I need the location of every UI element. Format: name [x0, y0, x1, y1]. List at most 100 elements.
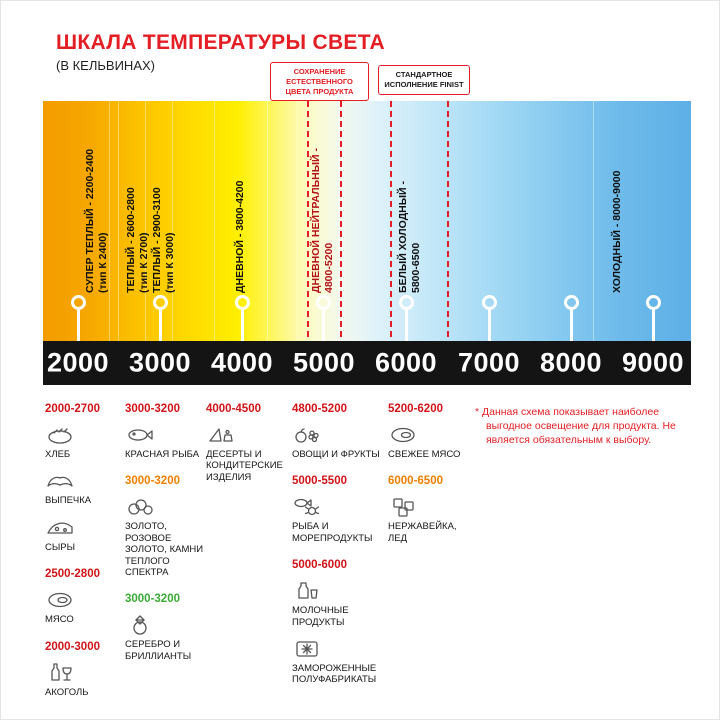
- tick-9000: 9000: [621, 347, 685, 378]
- band-label-text: ТЕПЛЫЙ - 2900-3100: [151, 187, 163, 293]
- legend-group: 4000-4500 ДЕСЕРТЫ И КОНДИТЕРСКИЕ ИЗДЕЛИЯ: [206, 403, 292, 483]
- band-label-subtext: (тип К 3000): [164, 232, 176, 293]
- legend-group: 3000-3200 СЕРЕБРО И БРИЛЛИАНТЫ: [125, 593, 205, 662]
- meat-icon: [45, 588, 121, 612]
- band-label-text: ДНЕВНОЙ - 3800-4200: [234, 180, 246, 294]
- range-heading: 6000-6500: [388, 475, 443, 488]
- band-separator: [267, 101, 268, 341]
- legend-group: 5000-5500 РЫБА И МОРЕПРОДУКТЫ: [292, 475, 384, 544]
- tick-2000: 2000: [46, 347, 110, 378]
- legend-item: СЫРЫ: [45, 516, 121, 553]
- legend-group: 6000-6500 НЕРЖАВЕЙКА, ЛЕД: [388, 475, 474, 544]
- legend-item-label: ЗОЛОТО, РОЗОВОЕ ЗОЛОТО, КАМНИ ТЕПЛОГО СП…: [125, 521, 204, 578]
- temperature-scale-chart: СУПЕР ТЕПЛЫЙ - 2200-2400 (тип К 2400) ТЕ…: [43, 101, 691, 385]
- pin-stem: [487, 309, 491, 341]
- band-separator: [214, 101, 215, 341]
- legend-item-label: СВЕЖЕЕ МЯСО: [388, 449, 461, 460]
- range-heading: 2500-2800: [45, 568, 100, 581]
- callout-preserve-color: СОХРАНЕНИЕ ЕСТЕСТВЕННОГО ЦВЕТА ПРОДУКТА: [270, 62, 369, 102]
- legend-item: МЯСО: [45, 588, 121, 625]
- pin-head: [315, 295, 331, 310]
- highlight-line-5800: [390, 101, 392, 341]
- kelvin-scale-bar: 2000 3000 4000 5000 6000 7000 8000 9000: [43, 341, 691, 385]
- legend-column-5: 5200-6200 СВЕЖЕЕ МЯСО 6000-6500 НЕРЖАВЕЙ…: [388, 403, 474, 553]
- legend-item-label: АКОГОЛЬ: [45, 686, 89, 698]
- legend-item: НЕРЖАВЕЙКА, ЛЕД: [388, 495, 474, 544]
- legend-item-label: КРАСНАЯ РЫБА: [125, 449, 200, 460]
- legend-group: 2500-2800 МЯСО: [45, 568, 121, 625]
- range-heading: 3000-3200: [125, 475, 180, 488]
- fruits-icon: [292, 423, 384, 447]
- cheese-icon: [45, 516, 121, 540]
- page-subtitle: (В КЕЛЬВИНАХ): [56, 58, 155, 73]
- legend-item: СЕРЕБРО И БРИЛЛИАНТЫ: [125, 613, 205, 662]
- band-label-neutral-daylight: ДНЕВНОЙ НЕЙТРАЛЬНЫЙ - 4800-5200: [310, 109, 336, 293]
- pin-head: [563, 295, 579, 310]
- range-heading: 2000-3000: [45, 640, 100, 653]
- legend-group: 5000-6000 МОЛОЧНЫЕ ПРОДУКТЫ ЗАМОРОЖЕННЫЕ…: [292, 559, 384, 686]
- legend-item: ХЛЕБ: [45, 423, 121, 460]
- highlight-line-6500: [447, 101, 449, 341]
- tick-7000: 7000: [457, 347, 521, 378]
- legend-item-label: ХЛЕБ: [45, 449, 71, 460]
- legend-item: РЫБА И МОРЕПРОДУКТЫ: [292, 495, 384, 544]
- legend-item-label: ДЕСЕРТЫ И КОНДИТЕРСКИЕ ИЗДЕЛИЯ: [206, 449, 283, 483]
- highlight-line-4800: [307, 101, 309, 341]
- pin-head: [645, 295, 661, 310]
- range-heading: 4800-5200: [292, 403, 347, 415]
- band-label-cold: ХОЛОДНЫЙ - 8000-9000: [611, 109, 624, 293]
- legend-item: ОВОЩИ И ФРУКТЫ: [292, 423, 384, 460]
- legend-item-label: СЕРЕБРО И БРИЛЛИАНТЫ: [125, 639, 192, 662]
- callout-standard-finist: СТАНДАРТНОЕ ИСПОЛНЕНИЕ FINIST: [378, 65, 470, 95]
- band-label-text: ХОЛОДНЫЙ - 8000-9000: [611, 170, 623, 293]
- bread-icon: [45, 423, 121, 447]
- page-title: ШКАЛА ТЕМПЕРАТУРЫ СВЕТА: [56, 31, 385, 54]
- band-label-subtext: (тип К 2700): [138, 232, 150, 293]
- legend-column-1: 2000-2700 ХЛЕБ ВЫПЕЧКА СЫРЫ 2500-2800 МЯ…: [45, 403, 121, 707]
- range-heading: 3000-3200: [125, 403, 180, 415]
- temperature-gradient: СУПЕР ТЕПЛЫЙ - 2200-2400 (тип К 2400) ТЕ…: [43, 101, 691, 341]
- legend-item: ЗОЛОТО, РОЗОВОЕ ЗОЛОТО, КАМНИ ТЕПЛОГО СП…: [125, 495, 205, 578]
- fresh-meat-icon: [388, 423, 474, 447]
- legend-item: ВЫПЕЧКА: [45, 469, 121, 506]
- range-heading: 3000-3200: [125, 593, 180, 606]
- band-separator: [172, 101, 173, 341]
- pin-head: [152, 295, 168, 310]
- legend-item-label: ОВОЩИ И ФРУКТЫ: [292, 449, 380, 460]
- band-label-warm-3000: ТЕПЛЫЙ - 2900-3100 (тип К 3000): [151, 109, 177, 293]
- tick-6000: 6000: [374, 347, 438, 378]
- band-label-daylight: ДНЕВНОЙ - 3800-4200: [234, 109, 247, 294]
- legend-item-label: ВЫПЕЧКА: [45, 495, 92, 507]
- band-label-text: БЕЛЫЙ ХОЛОДНЫЙ -: [397, 181, 409, 293]
- legend-item-label: РЫБА И МОРЕПРОДУКТЫ: [292, 521, 373, 544]
- tick-5000: 5000: [292, 347, 356, 378]
- legend-item: ДЕСЕРТЫ И КОНДИТЕРСКИЕ ИЗДЕЛИЯ: [206, 423, 292, 483]
- pin-stem: [240, 309, 244, 341]
- range-heading: 2000-2700: [45, 403, 100, 415]
- band-separator: [593, 101, 594, 341]
- alcohol-icon: [45, 661, 121, 685]
- band-label-cool-white: БЕЛЫЙ ХОЛОДНЫЙ - 5800-6500: [397, 109, 423, 293]
- legend-group: 3000-3200 ЗОЛОТО, РОЗОВОЕ ЗОЛОТО, КАМНИ …: [125, 475, 205, 578]
- legend-column-3: 4000-4500 ДЕСЕРТЫ И КОНДИТЕРСКИЕ ИЗДЕЛИЯ: [206, 403, 292, 492]
- legend-item: КРАСНАЯ РЫБА: [125, 423, 205, 460]
- frozen-icon: [292, 637, 384, 661]
- band-label-warm-2700: ТЕПЛЫЙ - 2600-2800 (тип К 2700): [125, 109, 151, 293]
- pin-stem: [404, 309, 408, 341]
- legend-item-label: НЕРЖАВЕЙКА, ЛЕД: [388, 521, 457, 544]
- range-heading: 5000-5500: [292, 475, 347, 488]
- seafood-icon: [292, 495, 384, 519]
- band-label-text: ДНЕВНОЙ НЕЙТРАЛЬНЫЙ -: [310, 148, 322, 293]
- fish-icon: [125, 423, 205, 447]
- pin-stem: [158, 309, 162, 341]
- legend-column-4: 4800-5200 ОВОЩИ И ФРУКТЫ 5000-5500 РЫБА …: [292, 403, 384, 695]
- pin-stem: [569, 309, 573, 341]
- legend-item: СВЕЖЕЕ МЯСО: [388, 423, 474, 460]
- legend-group: 2000-3000 АКОГОЛЬ: [45, 641, 121, 698]
- band-label-subtext: (тип К 2400): [97, 232, 109, 293]
- legend-item-label: МЯСО: [45, 614, 74, 626]
- band-separator: [109, 101, 110, 341]
- dairy-icon: [292, 579, 384, 603]
- band-label-text: СУПЕР ТЕПЛЫЙ - 2200-2400: [84, 148, 96, 293]
- range-heading: 4000-4500: [206, 403, 261, 415]
